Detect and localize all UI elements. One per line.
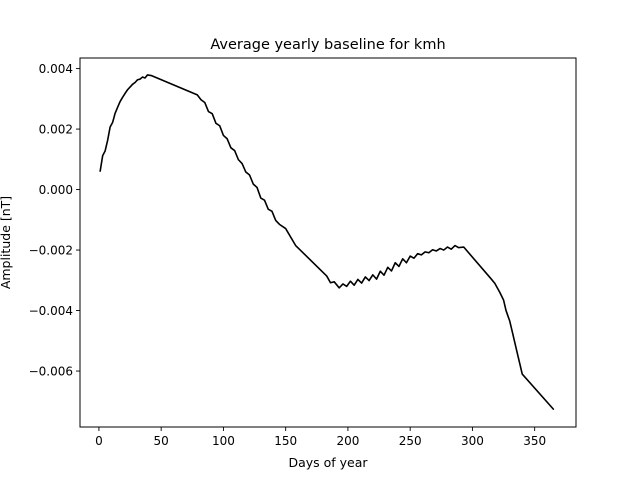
y-axis-label: Amplitude [nT] xyxy=(0,196,13,289)
x-tick-label: 250 xyxy=(399,434,422,448)
x-axis-ticks: 0 50 100 150 200 250 300 350 xyxy=(95,427,546,448)
y-axis-ticks: 0.004 0.002 0.000 −0.002 −0.004 −0.006 xyxy=(29,62,80,379)
y-tick-label: 0.004 xyxy=(39,62,73,76)
plot-frame xyxy=(79,57,577,428)
y-tick-label: −0.004 xyxy=(29,304,73,318)
x-tick-label: 150 xyxy=(274,434,297,448)
x-tick-label: 100 xyxy=(212,434,235,448)
chart-title: Average yearly baseline for kmh xyxy=(210,37,445,53)
x-tick-label: 300 xyxy=(461,434,484,448)
x-axis-label: Days of year xyxy=(288,455,368,470)
y-tick-label: 0.000 xyxy=(39,183,73,197)
series-line-1 xyxy=(99,74,555,410)
y-tick-label: −0.002 xyxy=(29,244,73,258)
x-tick-label: 350 xyxy=(523,434,546,448)
series-layer xyxy=(99,74,555,410)
x-tick-label: 200 xyxy=(336,434,359,448)
y-tick-label: −0.006 xyxy=(29,365,73,379)
x-tick-label: 50 xyxy=(154,434,169,448)
y-tick-label: 0.002 xyxy=(39,123,73,137)
x-tick-label: 0 xyxy=(95,434,103,448)
